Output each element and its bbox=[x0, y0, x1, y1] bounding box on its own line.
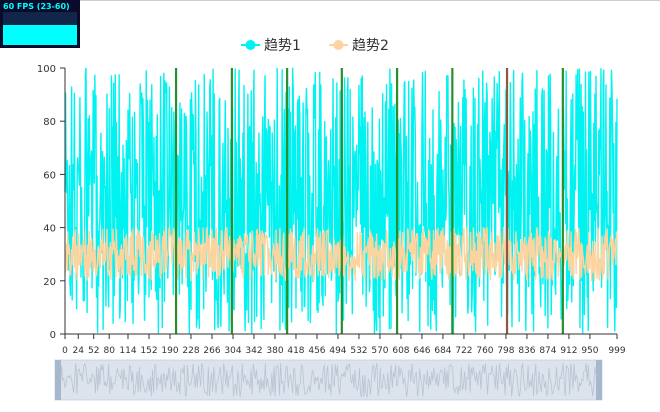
legend-label-series2: 趋势2 bbox=[352, 38, 389, 54]
y-tick-label: 20 bbox=[43, 277, 56, 288]
fps-label: 60 FPS (23-60) bbox=[3, 2, 70, 11]
top-divider bbox=[0, 0, 660, 1]
x-tick-label: 608 bbox=[392, 346, 409, 356]
x-tick-label: 304 bbox=[224, 346, 241, 356]
x-tick-label: 342 bbox=[245, 346, 262, 356]
y-tick-label: 40 bbox=[43, 224, 56, 235]
x-tick-label: 760 bbox=[476, 346, 493, 356]
fps-graph bbox=[3, 12, 77, 45]
x-tick-label: 456 bbox=[308, 346, 325, 356]
data-zoom-slider[interactable] bbox=[54, 359, 603, 401]
legend: 趋势1 趋势2 bbox=[241, 38, 389, 54]
x-tick-label: 646 bbox=[413, 346, 430, 356]
x-tick-label: 999 bbox=[608, 346, 625, 356]
axes: 0 20 40 60 80 100 0 24 52 80 114 152 190 228 266 304 342… bbox=[37, 64, 626, 356]
y-tick-label: 100 bbox=[37, 64, 56, 75]
x-tick-label: 266 bbox=[203, 346, 220, 356]
y-tick-label: 0 bbox=[50, 330, 56, 341]
x-tick-label: 874 bbox=[539, 346, 556, 356]
y-tick-label: 80 bbox=[43, 117, 56, 128]
fps-meter: 60 FPS (23-60) bbox=[0, 0, 80, 48]
x-tick-label: 912 bbox=[560, 346, 577, 356]
x-tick-label: 190 bbox=[161, 346, 178, 356]
x-tick-label: 380 bbox=[266, 346, 283, 356]
zoom-preview-line bbox=[54, 362, 602, 399]
zoom-handle-right[interactable] bbox=[596, 360, 602, 400]
y-tick-label: 60 bbox=[43, 170, 56, 181]
x-tick-label: 950 bbox=[581, 346, 598, 356]
x-tick-label: 52 bbox=[88, 346, 99, 356]
x-tick-label: 0 bbox=[62, 346, 68, 356]
x-tick-label: 24 bbox=[73, 346, 85, 356]
x-tick-label: 494 bbox=[329, 346, 346, 356]
fps-graph-fill bbox=[3, 25, 77, 45]
zoom-handle-left[interactable] bbox=[55, 360, 61, 400]
legend-item-series1[interactable]: 趋势1 bbox=[241, 38, 301, 54]
x-tick-label: 570 bbox=[371, 346, 388, 356]
x-tick-label: 798 bbox=[497, 346, 514, 356]
legend-label-series1: 趋势1 bbox=[264, 38, 301, 54]
x-tick-label: 228 bbox=[182, 346, 199, 356]
x-tick-label: 152 bbox=[140, 346, 157, 356]
x-tick-label: 836 bbox=[518, 346, 535, 356]
x-tick-label: 722 bbox=[455, 346, 472, 356]
x-tick-label: 532 bbox=[350, 346, 367, 356]
zoom-window[interactable] bbox=[55, 360, 602, 400]
x-tick-label: 418 bbox=[287, 346, 304, 356]
x-tick-label: 80 bbox=[103, 346, 115, 356]
mark-lines bbox=[174, 68, 564, 334]
legend-item-series2[interactable]: 趋势2 bbox=[329, 38, 389, 54]
x-tick-label: 684 bbox=[434, 346, 451, 356]
x-tick-label: 114 bbox=[119, 346, 136, 356]
